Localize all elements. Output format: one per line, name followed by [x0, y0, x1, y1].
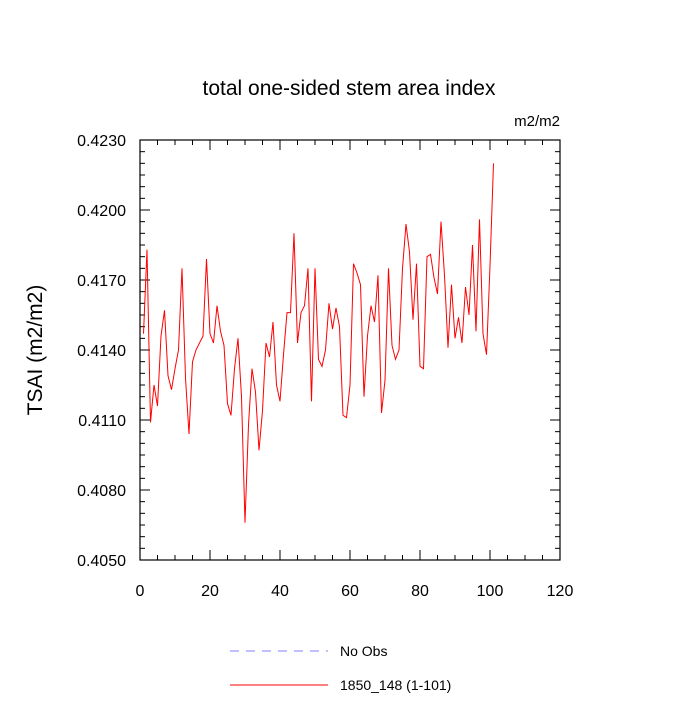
chart-title: total one-sided stem area index [202, 77, 496, 100]
y-tick-label: 0.4140 [77, 343, 126, 360]
axis-ticks [139, 139, 561, 561]
plot-border [139, 139, 561, 561]
units-label: m2/m2 [514, 113, 560, 130]
plot-frame [139, 139, 561, 561]
x-tick-label: 60 [341, 583, 359, 600]
x-tick-label: 100 [477, 583, 504, 600]
series-line [143, 163, 494, 523]
legend-label-no-obs: No Obs [340, 643, 387, 659]
x-tick-label: 0 [136, 583, 145, 600]
x-tick-label: 40 [271, 583, 289, 600]
legend-label-series: 1850_148 (1-101) [340, 677, 451, 693]
axis-tick-labels: 0 20 40 60 80 100 120 0.4050 0.4080 0.4110 0.4140 0… [77, 133, 573, 600]
y-tick-label: 0.4230 [77, 133, 126, 150]
x-tick-label: 20 [201, 583, 219, 600]
series-layer [143, 163, 494, 523]
x-tick-label: 80 [411, 583, 429, 600]
x-tick-label: 120 [547, 583, 574, 600]
y-tick-label: 0.4170 [77, 273, 126, 290]
y-tick-label: 0.4080 [77, 483, 126, 500]
legend: No Obs 1850_148 (1-101) [230, 643, 451, 693]
y-tick-label: 0.4050 [77, 553, 126, 570]
y-axis-label: TSAI (m2/m2) [24, 285, 47, 416]
y-tick-label: 0.4200 [77, 203, 126, 220]
y-tick-label: 0.4110 [78, 413, 126, 430]
